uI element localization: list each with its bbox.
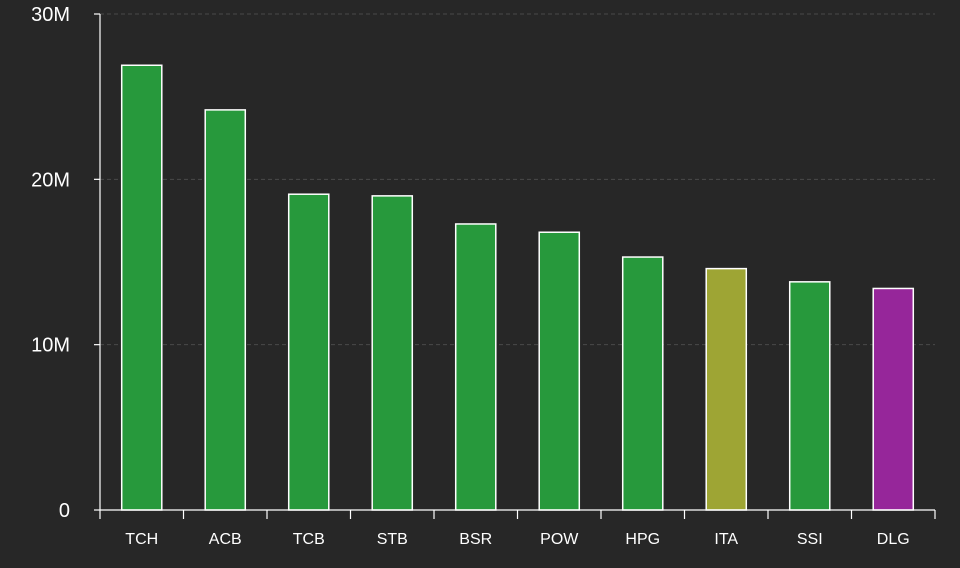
bar-tcb[interactable] xyxy=(287,193,330,511)
bar-tch[interactable] xyxy=(120,64,163,511)
y-tick-label: 0 xyxy=(59,500,70,522)
y-tick-label: 10M xyxy=(31,335,70,357)
bar-hpg[interactable] xyxy=(621,256,664,511)
bar-ssi[interactable] xyxy=(788,281,831,511)
x-tick-label: SSI xyxy=(797,531,823,548)
y-tick-label: 20M xyxy=(31,169,70,191)
x-tick-labels: TCH ACB TCB STB BSR POW HPG ITA SSI DLG xyxy=(99,510,936,548)
x-tick-label: ACB xyxy=(209,531,242,548)
bar-stb[interactable] xyxy=(371,195,414,511)
bar-ita[interactable] xyxy=(705,267,748,511)
bar-bsr[interactable] xyxy=(454,223,497,511)
x-tick-label: DLG xyxy=(877,531,910,548)
bar-pow[interactable] xyxy=(538,231,581,511)
y-tick-labels: 0 10M 20M 30M xyxy=(31,4,100,522)
x-tick-label: TCB xyxy=(293,531,325,548)
x-tick-label: HPG xyxy=(625,531,660,548)
x-tick-label: STB xyxy=(377,531,408,548)
bar-acb[interactable] xyxy=(204,109,247,511)
bar-dlg[interactable] xyxy=(872,287,915,511)
x-tick-label: POW xyxy=(540,531,579,548)
x-tick-label: ITA xyxy=(714,531,738,548)
x-tick-label: BSR xyxy=(459,531,492,548)
bars xyxy=(120,64,915,511)
y-tick-label: 30M xyxy=(31,4,70,26)
x-tick-label: TCH xyxy=(125,531,158,548)
